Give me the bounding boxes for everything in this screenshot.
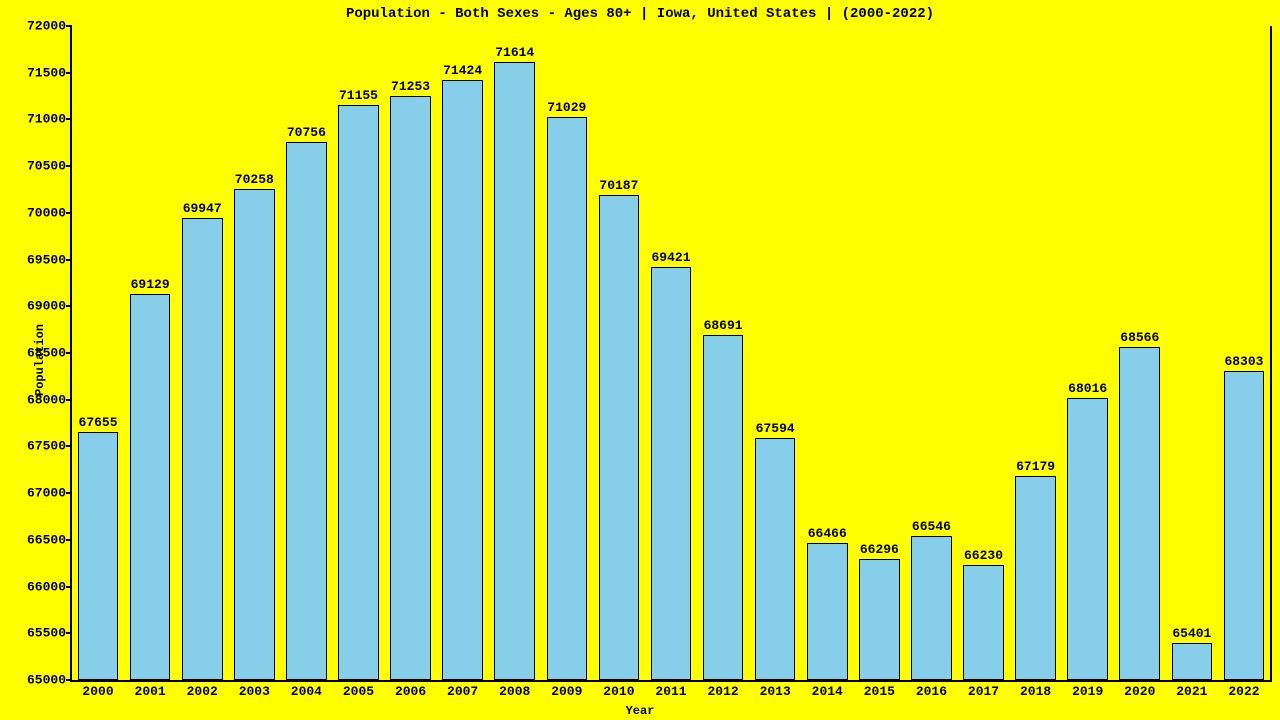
bar-value-label: 68016: [1068, 381, 1107, 396]
bar-value-label: 71155: [339, 88, 378, 103]
bar: [1015, 476, 1056, 680]
bar: [755, 438, 796, 680]
y-tick-mark: [66, 25, 72, 27]
bar: [859, 559, 900, 680]
chart-title: Population - Both Sexes - Ages 80+ | Iow…: [0, 6, 1280, 22]
bar: [651, 267, 692, 680]
bar: [442, 80, 483, 680]
x-tick-label: 2017: [968, 680, 999, 699]
bar-value-label: 71424: [443, 63, 482, 78]
bar: [703, 335, 744, 680]
bar: [1224, 371, 1265, 680]
x-tick-label: 2007: [447, 680, 478, 699]
bar: [1172, 643, 1213, 680]
bar: [963, 565, 1004, 680]
bar: [599, 195, 640, 680]
bar-value-label: 71029: [547, 100, 586, 115]
x-tick-label: 2012: [707, 680, 738, 699]
bar-value-label: 69947: [183, 201, 222, 216]
chart-root: Population - Both Sexes - Ages 80+ | Iow…: [0, 0, 1280, 720]
bar: [547, 117, 588, 680]
x-tick-label: 2006: [395, 680, 426, 699]
y-tick-mark: [66, 445, 72, 447]
x-tick-label: 2002: [187, 680, 218, 699]
bar-value-label: 69129: [131, 277, 170, 292]
x-tick-label: 2015: [864, 680, 895, 699]
x-tick-label: 2013: [760, 680, 791, 699]
x-tick-label: 2008: [499, 680, 530, 699]
bar: [234, 189, 275, 680]
bar: [1067, 398, 1108, 680]
bar: [78, 432, 119, 680]
bar-value-label: 70187: [599, 178, 638, 193]
bar-value-label: 66296: [860, 542, 899, 557]
y-tick-mark: [66, 165, 72, 167]
bar-value-label: 70258: [235, 172, 274, 187]
bar: [911, 536, 952, 680]
x-tick-label: 2014: [812, 680, 843, 699]
x-tick-label: 2021: [1176, 680, 1207, 699]
y-tick-mark: [66, 352, 72, 354]
x-tick-label: 2018: [1020, 680, 1051, 699]
y-tick-mark: [66, 399, 72, 401]
x-tick-label: 2020: [1124, 680, 1155, 699]
bar-value-label: 71253: [391, 79, 430, 94]
y-tick-mark: [66, 586, 72, 588]
bar-value-label: 66466: [808, 526, 847, 541]
bar: [338, 105, 379, 680]
y-tick-mark: [66, 118, 72, 120]
bar-value-label: 68566: [1120, 330, 1159, 345]
x-tick-label: 2001: [135, 680, 166, 699]
bar-value-label: 67179: [1016, 459, 1055, 474]
x-tick-label: 2003: [239, 680, 270, 699]
bar-value-label: 69421: [651, 250, 690, 265]
x-tick-label: 2009: [551, 680, 582, 699]
y-tick-mark: [66, 539, 72, 541]
x-tick-label: 2016: [916, 680, 947, 699]
x-tick-label: 2022: [1228, 680, 1259, 699]
x-tick-label: 2010: [603, 680, 634, 699]
y-tick-mark: [66, 632, 72, 634]
x-axis-label: Year: [0, 704, 1280, 718]
bar: [182, 218, 223, 680]
x-tick-label: 2019: [1072, 680, 1103, 699]
bar-value-label: 66230: [964, 548, 1003, 563]
plot-area: 6500065500660006650067000675006800068500…: [70, 26, 1272, 682]
y-tick-mark: [66, 72, 72, 74]
bar: [807, 543, 848, 680]
x-tick-label: 2005: [343, 680, 374, 699]
bar-value-label: 67594: [756, 421, 795, 436]
bar-value-label: 67655: [79, 415, 118, 430]
bar: [286, 142, 327, 680]
bar: [1119, 347, 1160, 680]
x-tick-label: 2004: [291, 680, 322, 699]
bar: [130, 294, 171, 680]
bar-value-label: 65401: [1172, 626, 1211, 641]
bar: [494, 62, 535, 680]
y-tick-mark: [66, 305, 72, 307]
y-tick-mark: [66, 492, 72, 494]
bar-value-label: 71614: [495, 45, 534, 60]
y-tick-mark: [66, 212, 72, 214]
bar: [390, 96, 431, 680]
x-tick-label: 2011: [655, 680, 686, 699]
bar-value-label: 70756: [287, 125, 326, 140]
y-tick-mark: [66, 679, 72, 681]
bar-value-label: 68691: [704, 318, 743, 333]
x-tick-label: 2000: [82, 680, 113, 699]
y-tick-mark: [66, 259, 72, 261]
bar-value-label: 68303: [1224, 354, 1263, 369]
bar-value-label: 66546: [912, 519, 951, 534]
